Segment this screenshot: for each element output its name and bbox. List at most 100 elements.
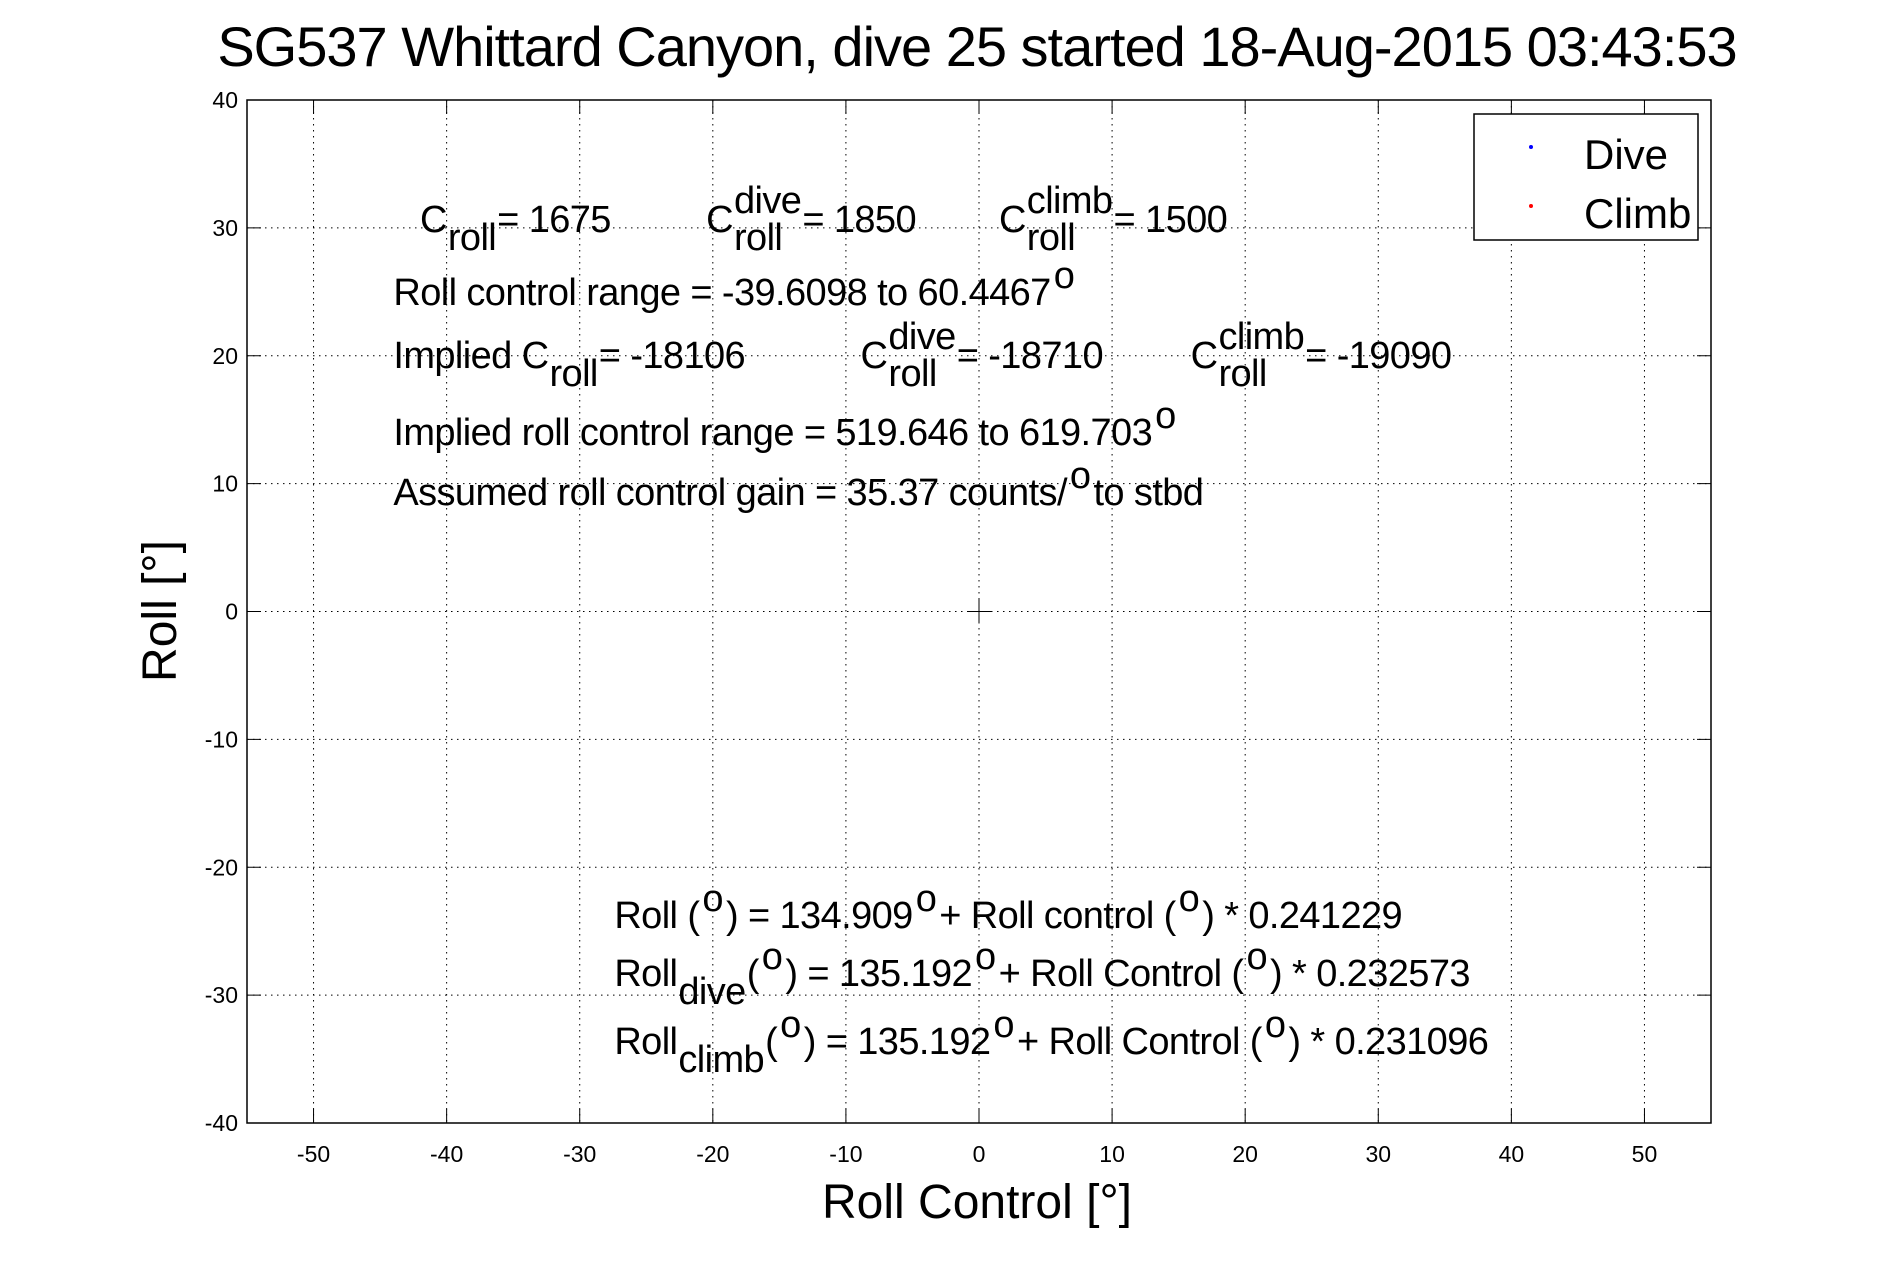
annotation-text: to stbd: [1093, 472, 1203, 514]
legend-label-climb: Climb: [1584, 190, 1691, 237]
plot-frame: [246, 99, 1712, 1124]
annotation-text: C: [706, 199, 733, 241]
annotation-subscript: roll: [448, 217, 496, 259]
x-tick-label: 20: [1232, 1141, 1258, 1167]
annotation-text: C: [420, 199, 447, 241]
legend-box: [1473, 113, 1699, 241]
x-axis-label: Roll Control [°]: [822, 1176, 1132, 1229]
annotation-text: ) = 134.909: [726, 895, 913, 937]
chart-title: SG537 Whittard Canyon, dive 25 started 1…: [217, 15, 1736, 78]
annotation-superscript: climb: [1027, 180, 1113, 222]
x-tick-label: -50: [297, 1141, 330, 1167]
legend-label-dive: Dive: [1584, 131, 1668, 178]
y-tick-label: 0: [225, 599, 238, 625]
annotation-line: Roll climb (o) = 135.192 o + Roll Control…: [614, 1004, 1489, 1081]
annotation-text: = -18106: [599, 335, 745, 377]
legend-marker-dive: [1529, 145, 1533, 149]
annotation-text: Implied C: [393, 335, 548, 377]
annotation-text: ) = 135.192: [785, 953, 972, 995]
annotation-superscript: o: [702, 878, 723, 920]
axis-ticks: -50 -40 -30 -20 -10 0 10 20 30 40 50 -40 -30 -20 -10 0 1…: [205, 87, 1711, 1167]
y-tick-label: 40: [212, 87, 238, 113]
annotation-superscript: o: [1246, 936, 1267, 978]
annotation-text: + Roll Control (: [1017, 1021, 1263, 1063]
legend: Dive Climb: [1473, 113, 1699, 241]
annotation-line: Roll dive (o) = 135.192 o + Roll Control …: [614, 936, 1470, 1013]
annotation-superscript: o: [762, 936, 783, 978]
annotation-superscript: o: [780, 1004, 801, 1046]
annotation-text: Roll control range = -39.6098 to 60.4467: [393, 272, 1050, 314]
annotation-text: Roll: [614, 953, 677, 995]
annotation-superscript: o: [916, 878, 937, 920]
annotation-text: (: [747, 953, 760, 995]
origin-marker: [967, 599, 991, 624]
annotation-text: = 1500: [1113, 199, 1227, 241]
annotation-superscript: o: [1265, 1004, 1286, 1046]
y-tick-label: -40: [205, 1110, 238, 1136]
annotation-text: + Roll Control (: [999, 953, 1245, 995]
annotation-text: = 1850: [802, 199, 916, 241]
y-tick-label: -20: [205, 854, 238, 880]
annotation-subscript: roll: [888, 353, 936, 395]
annotation-text: ) * 0.232573: [1270, 953, 1470, 995]
annotation-superscript: o: [1054, 255, 1075, 297]
y-tick-label: -10: [205, 726, 238, 752]
x-tick-label: -40: [430, 1141, 463, 1167]
annotation-subscript: dive: [678, 971, 745, 1013]
legend-marker-climb: [1529, 204, 1533, 208]
y-tick-label: 10: [212, 471, 238, 497]
y-tick-label: -30: [205, 982, 238, 1008]
x-tick-label: 10: [1099, 1141, 1125, 1167]
annotation-text: = -19090: [1305, 335, 1451, 377]
annotation-text: Roll: [614, 1021, 677, 1063]
annotation-superscript: climb: [1218, 316, 1304, 358]
annotation-subscript: roll: [1027, 217, 1075, 259]
annotation-text: ) * 0.241229: [1202, 895, 1402, 937]
annotation-subscript: climb: [678, 1039, 764, 1081]
annotation-subscript: roll: [734, 217, 782, 259]
annotation-text: ) = 135.192: [804, 1021, 991, 1063]
annotation-superscript: o: [1155, 395, 1176, 437]
x-tick-label: 40: [1499, 1141, 1525, 1167]
annotation-text: Roll (: [614, 895, 700, 937]
annotation-text: C: [1191, 335, 1218, 377]
x-tick-label: -10: [829, 1141, 862, 1167]
annotation-subscript: roll: [550, 353, 598, 395]
annotation-text: Assumed roll control gain = 35.37 counts…: [393, 472, 1068, 514]
annotation-text: C: [999, 199, 1026, 241]
x-tick-label: -20: [696, 1141, 729, 1167]
annotation-text: C: [861, 335, 888, 377]
annotation-line: Roll (o) = 134.909 o + Roll control (o) …: [614, 878, 1402, 937]
annotation-line: Roll control range = -39.6098 to 60.4467…: [393, 255, 1074, 314]
x-tick-label: 30: [1365, 1141, 1391, 1167]
annotation-superscript: o: [1070, 455, 1091, 497]
y-tick-label: 30: [212, 215, 238, 241]
annotation-text: ) * 0.231096: [1288, 1021, 1488, 1063]
annotation-superscript: o: [975, 936, 996, 978]
x-tick-label: 50: [1632, 1141, 1658, 1167]
y-tick-label: 20: [212, 343, 238, 369]
annotation-subscript: roll: [1218, 353, 1266, 395]
annotation-superscript: o: [1179, 878, 1200, 920]
annotation-line: Assumed roll control gain = 35.37 counts…: [393, 455, 1204, 514]
annotation-text: = -18710: [957, 335, 1103, 377]
annotation-superscript: dive: [888, 316, 955, 358]
x-tick-label: -30: [563, 1141, 596, 1167]
annotation-text: = 1675: [497, 199, 611, 241]
annotation-text: (: [765, 1021, 778, 1063]
y-axis-label: Roll [°]: [134, 540, 187, 682]
annotation-superscript: o: [993, 1004, 1014, 1046]
annotation-line: Implied roll control range = 519.646 to …: [393, 395, 1176, 454]
data-marks: [967, 599, 991, 624]
x-tick-label: 0: [973, 1141, 986, 1167]
annotation-text: + Roll control (: [939, 895, 1176, 937]
annotation-text: Implied roll control range = 519.646 to …: [393, 412, 1152, 454]
